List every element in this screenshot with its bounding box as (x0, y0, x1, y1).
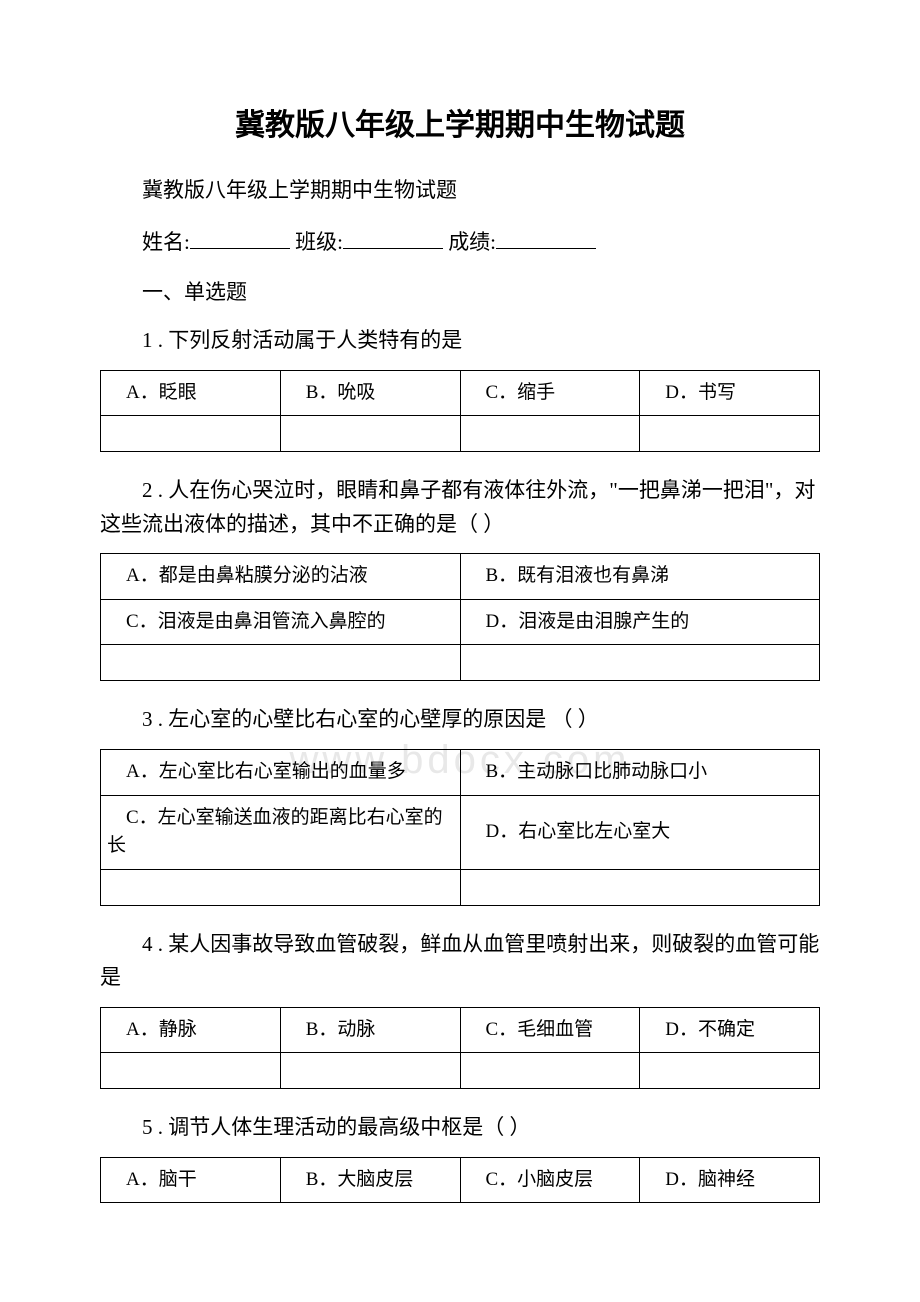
question-5: 5 . 调节人体生理活动的最高级中枢是（ ） (100, 1111, 820, 1145)
option-d: D．脑神经 (640, 1157, 820, 1203)
answer-cell[interactable] (460, 416, 640, 452)
option-b: B．动脉 (280, 1007, 460, 1053)
option-c: C．毛细血管 (460, 1007, 640, 1053)
answer-cell[interactable] (460, 645, 820, 681)
table-row (101, 869, 820, 905)
answer-cell[interactable] (460, 1053, 640, 1089)
question-4: 4 . 某人因事故导致血管破裂，鲜血从血管里喷射出来，则破裂的血管可能是 (100, 928, 820, 995)
table-row: A．眨眼 B．吮吸 C．缩手 D．书写 (101, 370, 820, 416)
option-c: C．左心室输送血液的距离比右心室的长 (101, 795, 461, 869)
option-b: B．主动脉口比肺动脉口小 (460, 750, 820, 796)
table-row: C．左心室输送血液的距离比右心室的长 D．右心室比左心室大 (101, 795, 820, 869)
option-d: D．右心室比左心室大 (460, 795, 820, 869)
answer-cell[interactable] (460, 869, 820, 905)
answer-cell[interactable] (101, 416, 281, 452)
option-b: B．大脑皮层 (280, 1157, 460, 1203)
name-label: 姓名: (142, 230, 190, 254)
option-a: A．脑干 (101, 1157, 281, 1203)
score-label: 成绩: (448, 230, 496, 254)
question-2: 2 . 人在伤心哭泣时，眼睛和鼻子都有液体往外流，"一把鼻涕一把泪"，对这些流出… (100, 474, 820, 541)
class-label: 班级: (295, 230, 343, 254)
question-5-options: A．脑干 B．大脑皮层 C．小脑皮层 D．脑神经 (100, 1157, 820, 1204)
option-a: A．静脉 (101, 1007, 281, 1053)
section-header: 一、单选题 (100, 276, 820, 306)
answer-cell[interactable] (640, 416, 820, 452)
answer-cell[interactable] (101, 1053, 281, 1089)
class-field[interactable] (343, 224, 443, 249)
score-field[interactable] (496, 224, 596, 249)
answer-cell[interactable] (101, 645, 461, 681)
option-c: C．缩手 (460, 370, 640, 416)
question-1: 1 . 下列反射活动属于人类特有的是 (100, 324, 820, 358)
question-1-options: A．眨眼 B．吮吸 C．缩手 D．书写 (100, 370, 820, 453)
option-c: C．小脑皮层 (460, 1157, 640, 1203)
table-row: A．静脉 B．动脉 C．毛细血管 D．不确定 (101, 1007, 820, 1053)
option-d: D．书写 (640, 370, 820, 416)
table-row (101, 645, 820, 681)
answer-cell[interactable] (640, 1053, 820, 1089)
question-2-options: A．都是由鼻粘膜分泌的沾液 B．既有泪液也有鼻涕 C．泪液是由鼻泪管流入鼻腔的 … (100, 553, 820, 681)
table-row (101, 1053, 820, 1089)
table-row: A．脑干 B．大脑皮层 C．小脑皮层 D．脑神经 (101, 1157, 820, 1203)
question-4-options: A．静脉 B．动脉 C．毛细血管 D．不确定 (100, 1007, 820, 1090)
student-info-line: 姓名: 班级: 成绩: (100, 224, 820, 256)
option-a: A．左心室比右心室输出的血量多 (101, 750, 461, 796)
option-d: D．不确定 (640, 1007, 820, 1053)
option-c: C．泪液是由鼻泪管流入鼻腔的 (101, 599, 461, 645)
table-row: C．泪液是由鼻泪管流入鼻腔的 D．泪液是由泪腺产生的 (101, 599, 820, 645)
answer-cell[interactable] (280, 416, 460, 452)
answer-cell[interactable] (280, 1053, 460, 1089)
name-field[interactable] (190, 224, 290, 249)
option-a: A．都是由鼻粘膜分泌的沾液 (101, 554, 461, 600)
table-row: A．都是由鼻粘膜分泌的沾液 B．既有泪液也有鼻涕 (101, 554, 820, 600)
question-3: 3 . 左心室的心壁比右心室的心壁厚的原因是 （ ） (100, 703, 820, 737)
question-3-options: A．左心室比右心室输出的血量多 B．主动脉口比肺动脉口小 C．左心室输送血液的距… (100, 749, 820, 906)
option-a: A．眨眼 (101, 370, 281, 416)
document-content: www.bdocx.com 冀教版八年级上学期期中生物试题 冀教版八年级上学期期… (100, 100, 820, 1203)
table-row: A．左心室比右心室输出的血量多 B．主动脉口比肺动脉口小 (101, 750, 820, 796)
option-d: D．泪液是由泪腺产生的 (460, 599, 820, 645)
page-title: 冀教版八年级上学期期中生物试题 (100, 100, 820, 144)
option-b: B．吮吸 (280, 370, 460, 416)
table-row (101, 416, 820, 452)
answer-cell[interactable] (101, 869, 461, 905)
subtitle: 冀教版八年级上学期期中生物试题 (100, 174, 820, 204)
option-b: B．既有泪液也有鼻涕 (460, 554, 820, 600)
